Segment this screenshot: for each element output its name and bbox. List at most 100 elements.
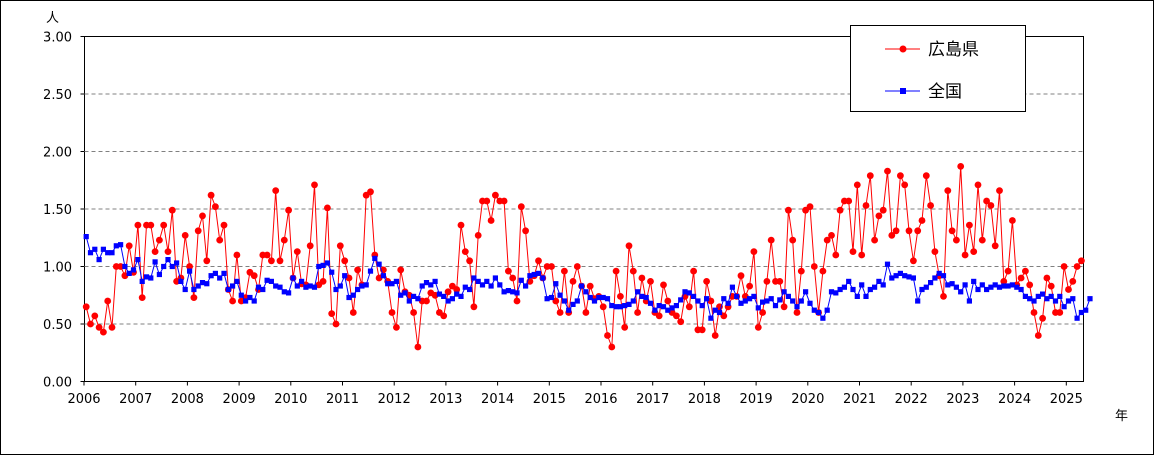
- data-point: [704, 296, 710, 302]
- data-point: [96, 257, 102, 263]
- data-point: [931, 248, 939, 256]
- data-point: [949, 281, 955, 287]
- data-point: [518, 277, 524, 283]
- data-point: [151, 248, 159, 256]
- y-tick-label: 2.50: [43, 88, 72, 103]
- data-point: [359, 283, 365, 289]
- data-point: [754, 324, 762, 331]
- data-point: [461, 248, 469, 256]
- data-point: [522, 227, 529, 235]
- data-point: [471, 275, 477, 281]
- data-point: [992, 282, 998, 288]
- x-axis-ticks: 2006 2007 2008 2009 2010 2011 2012 2013 2014 2015…: [67, 381, 1083, 407]
- data-point: [462, 284, 468, 290]
- data-point: [535, 257, 542, 265]
- data-point: [747, 296, 753, 302]
- data-point: [561, 298, 567, 304]
- data-point: [764, 298, 770, 304]
- data-point: [1004, 267, 1012, 275]
- data-point: [872, 284, 878, 290]
- data-point: [841, 284, 847, 290]
- data-point: [303, 284, 309, 290]
- data-point: [337, 283, 343, 289]
- data-point: [147, 221, 155, 229]
- data-point: [156, 271, 162, 278]
- data-point: [251, 298, 257, 304]
- data-point: [311, 181, 318, 189]
- data-point: [777, 297, 783, 303]
- data-point: [867, 286, 873, 293]
- data-point: [711, 332, 719, 339]
- data-point: [467, 286, 473, 293]
- data-point: [901, 181, 909, 189]
- data-point: [625, 242, 633, 250]
- data-point: [1078, 257, 1085, 265]
- data-point: [277, 284, 283, 290]
- data-point: [186, 263, 194, 270]
- data-point: [556, 309, 564, 316]
- data-point: [586, 282, 594, 290]
- data-point: [871, 236, 878, 244]
- data-point: [608, 343, 616, 351]
- data-point: [996, 187, 1003, 195]
- data-point: [664, 297, 672, 305]
- data-point: [100, 246, 106, 252]
- data-point: [229, 297, 237, 305]
- data-point: [583, 289, 589, 295]
- data-point: [1047, 282, 1055, 290]
- data-point: [1052, 298, 1059, 304]
- data-point: [1030, 309, 1038, 316]
- data-point: [143, 274, 150, 280]
- data-point: [466, 257, 473, 265]
- data-point: [346, 294, 352, 301]
- data-point: [233, 251, 241, 259]
- data-point: [647, 300, 654, 306]
- data-point: [785, 206, 792, 214]
- data-point: [169, 263, 175, 270]
- x-tick-label: 2019: [740, 392, 773, 407]
- data-point: [293, 248, 301, 256]
- data-point: [410, 309, 417, 316]
- data-point: [1044, 296, 1050, 302]
- data-point: [212, 203, 219, 211]
- data-point: [182, 286, 188, 293]
- data-point: [996, 284, 1003, 290]
- data-point: [604, 296, 611, 302]
- data-point: [725, 300, 731, 306]
- data-point: [975, 286, 981, 293]
- data-point: [806, 203, 814, 211]
- data-point: [828, 232, 835, 239]
- data-point: [212, 270, 218, 276]
- data-point: [652, 307, 658, 313]
- data-point: [393, 278, 399, 284]
- data-point: [561, 267, 568, 275]
- data-point: [810, 263, 818, 270]
- data-point: [474, 232, 482, 239]
- data-point: [574, 298, 580, 304]
- data-point: [87, 320, 94, 328]
- data-point: [569, 278, 577, 285]
- data-point: [342, 273, 348, 279]
- data-point: [436, 291, 442, 297]
- data-point: [125, 242, 133, 250]
- data-point: [402, 290, 408, 296]
- data-point: [988, 284, 994, 290]
- data-point: [385, 281, 391, 287]
- data-point: [138, 294, 146, 301]
- data-point: [548, 294, 555, 301]
- data-point: [974, 181, 982, 189]
- data-point: [884, 167, 891, 175]
- data-point: [1009, 217, 1016, 224]
- data-point: [772, 303, 779, 309]
- data-point: [832, 251, 840, 259]
- data-point: [260, 286, 266, 293]
- data-point: [553, 281, 559, 287]
- data-point: [492, 275, 498, 281]
- data-point: [880, 282, 886, 288]
- data-point: [505, 267, 512, 275]
- data-point: [411, 293, 417, 299]
- data-point: [811, 307, 817, 313]
- data-point: [280, 236, 288, 244]
- data-point: [376, 261, 382, 267]
- data-point: [656, 303, 662, 309]
